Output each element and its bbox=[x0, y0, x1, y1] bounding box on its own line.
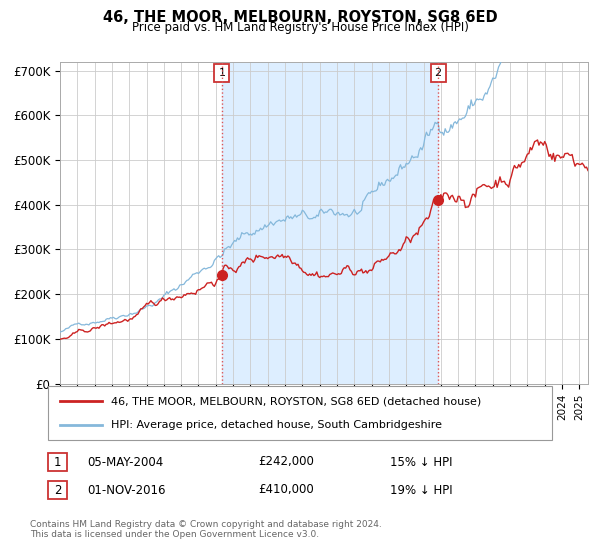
Text: Price paid vs. HM Land Registry's House Price Index (HPI): Price paid vs. HM Land Registry's House … bbox=[131, 21, 469, 34]
Bar bbox=[222, 62, 438, 384]
Text: 1: 1 bbox=[218, 68, 226, 78]
Text: 2: 2 bbox=[54, 483, 61, 497]
Text: 01-NOV-2016: 01-NOV-2016 bbox=[87, 483, 166, 497]
Text: £410,000: £410,000 bbox=[258, 483, 314, 497]
Text: 15% ↓ HPI: 15% ↓ HPI bbox=[390, 455, 452, 469]
Text: £242,000: £242,000 bbox=[258, 455, 314, 469]
Text: Contains HM Land Registry data © Crown copyright and database right 2024.
This d: Contains HM Land Registry data © Crown c… bbox=[30, 520, 382, 539]
Text: 46, THE MOOR, MELBOURN, ROYSTON, SG8 6ED (detached house): 46, THE MOOR, MELBOURN, ROYSTON, SG8 6ED… bbox=[111, 396, 481, 407]
Text: 1: 1 bbox=[54, 455, 61, 469]
Text: 2: 2 bbox=[434, 68, 442, 78]
Text: HPI: Average price, detached house, South Cambridgeshire: HPI: Average price, detached house, Sout… bbox=[111, 419, 442, 430]
Text: 19% ↓ HPI: 19% ↓ HPI bbox=[390, 483, 452, 497]
Text: 46, THE MOOR, MELBOURN, ROYSTON, SG8 6ED: 46, THE MOOR, MELBOURN, ROYSTON, SG8 6ED bbox=[103, 10, 497, 25]
Text: 05-MAY-2004: 05-MAY-2004 bbox=[87, 455, 163, 469]
